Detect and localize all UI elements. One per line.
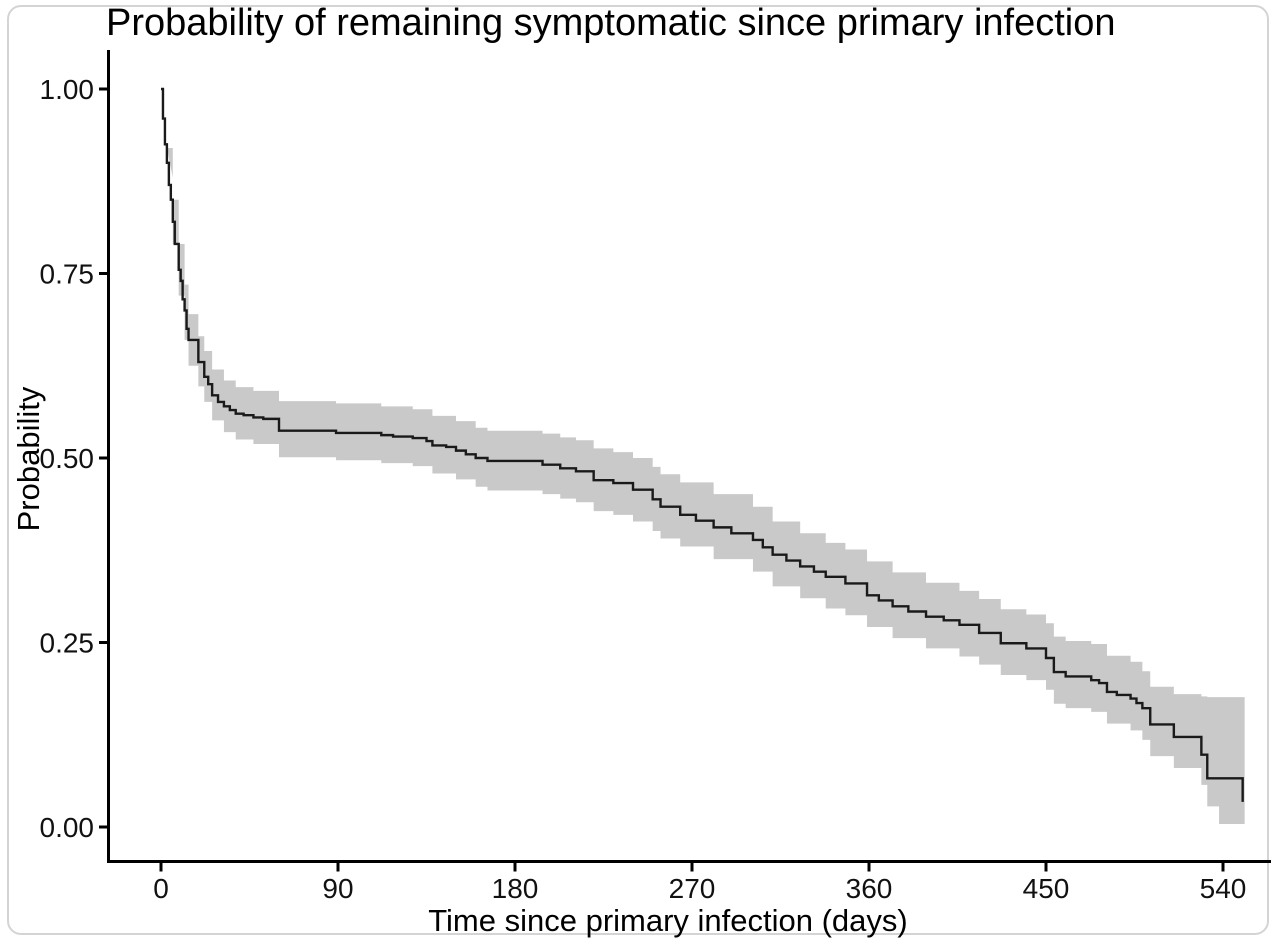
y-tick-label: 0.25 [40, 628, 95, 659]
confidence-band [166, 148, 1245, 825]
y-tick-label: 1.00 [40, 74, 95, 105]
y-tick-label: 0.75 [40, 259, 95, 290]
chart-title: Probability of remaining symptomatic sin… [106, 2, 1116, 44]
x-tick-label: 180 [492, 873, 539, 904]
survival-curve [161, 87, 1244, 802]
x-tick-label: 360 [846, 873, 893, 904]
x-tick-label: 90 [322, 873, 353, 904]
y-tick-label: 0.00 [40, 812, 95, 843]
x-axis-title: Time since primary infection (days) [428, 903, 908, 938]
x-tick-label: 450 [1023, 873, 1070, 904]
x-tick-label: 0 [153, 873, 169, 904]
x-tick-label: 540 [1200, 873, 1247, 904]
x-tick-label: 270 [669, 873, 716, 904]
y-tick-label: 0.50 [40, 443, 95, 474]
